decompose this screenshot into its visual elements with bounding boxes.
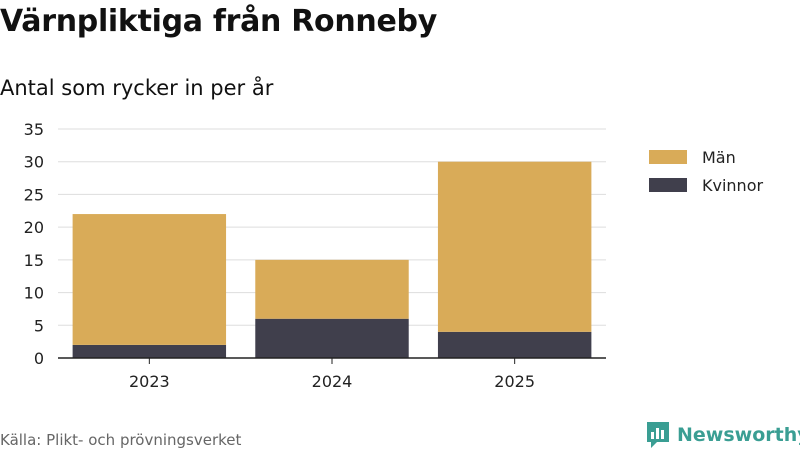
x-tick-label: 2023 xyxy=(129,372,170,391)
legend-label-män: Män xyxy=(702,148,736,167)
y-tick-label: 15 xyxy=(24,251,44,270)
chart-title: Värnpliktiga från Ronneby xyxy=(0,4,437,39)
y-tick-label: 10 xyxy=(24,284,44,303)
legend-swatch-kvinnor xyxy=(649,178,687,192)
legend: Män Kvinnor xyxy=(649,148,763,195)
y-tick-label: 5 xyxy=(34,316,44,335)
bar-segment-kvinnor xyxy=(255,318,409,358)
bar-segment-män xyxy=(255,259,409,319)
y-tick-label: 35 xyxy=(24,120,44,139)
bar-segment-män xyxy=(72,214,227,345)
bar-segment-män xyxy=(437,161,592,332)
bars xyxy=(72,161,592,358)
legend-swatch-män xyxy=(649,150,687,164)
brand-logo[interactable]: Newsworthy xyxy=(645,420,800,450)
legend-label-kvinnor: Kvinnor xyxy=(702,176,763,195)
x-tick-label: 2025 xyxy=(494,372,535,391)
x-tick-label: 2024 xyxy=(312,372,353,391)
y-tick-label: 0 xyxy=(34,349,44,368)
y-tick-label: 20 xyxy=(24,218,44,237)
y-tick-label: 30 xyxy=(24,153,44,172)
bar-segment-kvinnor xyxy=(72,344,227,358)
source-note: Källa: Plikt- och prövningsverket xyxy=(0,431,242,449)
chart-subtitle: Antal som rycker in per år xyxy=(0,76,274,100)
bar-segment-kvinnor xyxy=(437,331,592,358)
y-tick-label: 25 xyxy=(24,185,44,204)
bar-chart-logo-icon xyxy=(647,422,669,448)
brand-name: Newsworthy xyxy=(677,424,800,446)
